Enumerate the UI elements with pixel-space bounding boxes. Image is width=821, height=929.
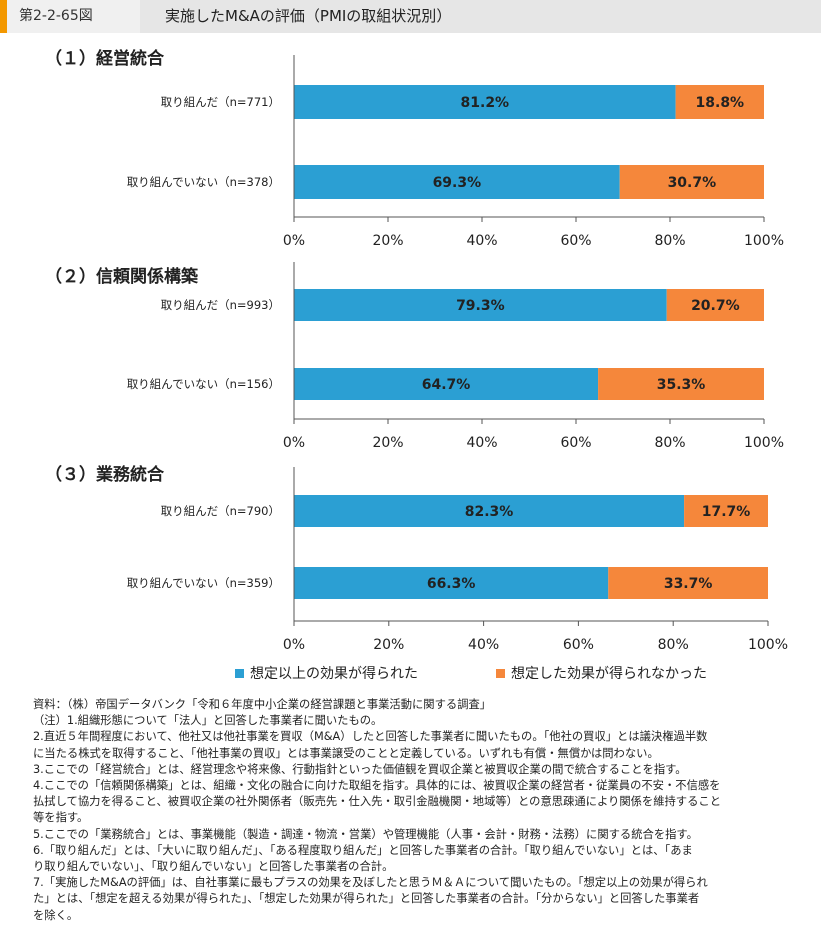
footnote-line: に当たる株式を取得すること、「他社事業の買収」とは事業譲受のことと定義している。…: [33, 746, 659, 760]
bar-segment-negative: [675, 85, 764, 119]
bar-value-label: 64.7%: [422, 377, 471, 393]
category-label: 取り組んだ（n=790）: [161, 504, 280, 518]
bar-segment-positive: [294, 567, 609, 599]
figure-header: 第2-2-65図 実施したM&Aの評価（PMIの取組状況別）: [0, 0, 821, 33]
footnote-line: 7.「実施したM&Aの評価」は、自社事業に最もプラスの効果を及ぼしたと思うＭ＆Ａ…: [33, 876, 708, 890]
footnote-line: 6.「取り組んだ」とは、「大いに取り組んだ」、「ある程度取り組んだ」と回答した事…: [33, 843, 693, 857]
chart-business-integration: 82.3% 17.7% 取り組んだ（n=790） 66.3% 33.7% 取り組んでいない…: [127, 467, 788, 653]
figure-number: 第2-2-65図: [0, 0, 140, 33]
bar-segment-positive: [294, 368, 599, 400]
bar-value-label: 79.3%: [456, 298, 505, 314]
x-tick-label: 80%: [654, 435, 685, 451]
bar-segment-negative: [684, 495, 768, 527]
bar-segment-negative: [608, 567, 768, 599]
bar-value-label: 82.3%: [465, 504, 514, 520]
bar-segment-negative: [666, 289, 764, 321]
category-label: 取り組んでいない（n=359）: [127, 576, 280, 590]
footnote-line: 3.ここでの「経営統合」とは、経営理念や将来像、行動指針といった価値観を買収企業…: [33, 762, 687, 776]
legend-label-positive: 想定以上の効果が得られた: [250, 666, 418, 682]
footnote-line: た」とは、「想定を超える効果が得られた」、「想定した効果が得られた」と回答した事…: [33, 892, 700, 906]
x-tick-label: 0%: [283, 435, 305, 451]
bar-value-label: 33.7%: [664, 576, 713, 592]
bar-value-label: 17.7%: [702, 504, 751, 520]
x-tick-label: 40%: [466, 233, 497, 249]
bar-value-label: 66.3%: [427, 576, 476, 592]
category-label: 取り組んでいない（n=156）: [127, 377, 280, 391]
x-tick-label: 40%: [466, 435, 497, 451]
bar-segment-positive: [294, 289, 667, 321]
bar-value-label: 18.8%: [696, 95, 745, 111]
footnote-line: 払拭して協力を得ること、被買収企業の社外関係者（販売先・仕入先・取引金融機関・地…: [33, 795, 721, 809]
section-title-3: （３）業務統合: [45, 465, 164, 485]
bar-segment-negative: [598, 368, 764, 400]
x-tick-label: 100%: [748, 637, 788, 653]
x-tick-label: 80%: [654, 233, 685, 249]
footnote-line: 資料：（株）帝国データバンク「令和６年度中小企業の経営課題と事業活動に関する調査…: [33, 698, 492, 711]
x-tick-label: 20%: [372, 435, 403, 451]
bar-segment-negative: [619, 165, 764, 199]
x-tick-label: 20%: [373, 637, 404, 653]
legend-item-positive: 想定以上の効果が得られた: [235, 663, 418, 683]
bar-value-label: 35.3%: [657, 377, 706, 393]
x-tick-label: 60%: [560, 435, 591, 451]
bar-value-label: 30.7%: [668, 175, 717, 191]
bar-segment-positive: [294, 495, 685, 527]
bar-segment-positive: [294, 165, 620, 199]
footnotes: 資料：（株）帝国データバンク「令和６年度中小企業の経営課題と事業活動に関する調査…: [33, 697, 803, 924]
footnote-line: 等を指す。: [33, 811, 89, 825]
chart-management-integration: 81.2% 18.8% 取り組んだ（n=771） 69.3% 30.7% 取り組んでいない…: [127, 55, 784, 249]
x-tick-label: 100%: [744, 435, 784, 451]
bar-value-label: 69.3%: [433, 175, 482, 191]
footnote-line: 2.直近５年間程度において、他社又は他社事業を買収（M&A）したと回答した事業者…: [33, 730, 708, 744]
x-tick-label: 0%: [283, 637, 305, 653]
footnote-line: （注）1.組織形態について「法人」と回答した事業者に聞いたもの。: [33, 714, 383, 728]
legend-item-negative: 想定した効果が得られなかった: [496, 663, 707, 683]
category-label: 取り組んでいない（n=378）: [127, 175, 280, 189]
category-label: 取り組んだ（n=771）: [161, 95, 280, 109]
bar-value-label: 20.7%: [691, 298, 740, 314]
section-title-1: （１）経営統合: [45, 49, 164, 69]
x-tick-label: 0%: [283, 233, 305, 249]
category-label: 取り組んだ（n=993）: [161, 298, 280, 312]
legend-swatch-negative: [496, 668, 505, 678]
section-title-2: （２）信頼関係構築: [45, 267, 198, 287]
x-tick-label: 20%: [372, 233, 403, 249]
figure-title: 実施したM&Aの評価（PMIの取組状況別）: [165, 7, 452, 25]
footnote-line: り取り組んでいない」、「取り組んでいない」と回答した事業者の合計。: [33, 860, 394, 874]
x-tick-label: 40%: [468, 637, 499, 653]
legend-label-negative: 想定した効果が得られなかった: [511, 666, 707, 682]
chart-trust-building: 79.3% 20.7% 取り組んだ（n=993） 64.7% 35.3% 取り組んでいない…: [127, 262, 784, 451]
chart-legend: 想定以上の効果が得られた 想定した効果が得られなかった: [0, 663, 821, 685]
x-tick-label: 80%: [658, 637, 689, 653]
x-tick-label: 60%: [563, 637, 594, 653]
bar-segment-positive: [294, 85, 676, 119]
footnote-line: を除く。: [33, 908, 79, 922]
footnote-line: 5.ここでの「業務統合」とは、事業機能（製造・調達・物流・営業）や管理機能（人事…: [33, 827, 698, 841]
x-tick-label: 100%: [744, 233, 784, 249]
legend-swatch-positive: [235, 668, 244, 678]
footnote-line: 4.ここでの「信頼関係構築」とは、組織・文化の融合に向けた取組を指す。具体的には…: [33, 779, 721, 793]
x-tick-label: 60%: [560, 233, 591, 249]
bar-value-label: 81.2%: [461, 95, 510, 111]
